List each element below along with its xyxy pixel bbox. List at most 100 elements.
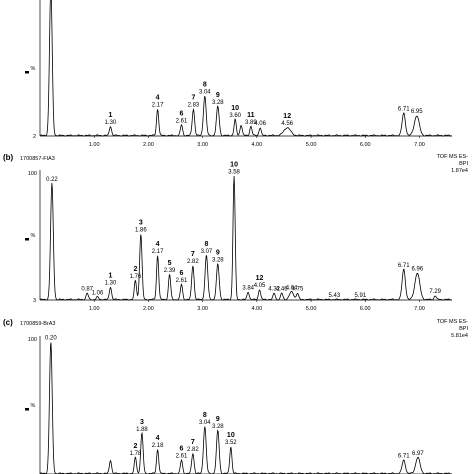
peak-rt-label: 3.84 — [242, 285, 254, 291]
peak-rt-label: 1.86 — [135, 227, 147, 233]
x-tick-label: 7.00 — [414, 142, 425, 148]
peak-rt-label: 2.82 — [187, 259, 199, 265]
chromatogram-trace — [39, 0, 453, 137]
peak-number-label: 7 — [191, 439, 195, 446]
peak-rt-label: 1.76 — [130, 274, 142, 280]
peak-rt-label: 3.28 — [212, 258, 224, 264]
peak-rt-label: 2.18 — [152, 443, 164, 449]
peak-rt-label: 3.52 — [225, 440, 237, 446]
peak-number-label: 5 — [168, 260, 172, 267]
x-tick-label: 3.00 — [197, 142, 208, 148]
peak-rt-label: 0.20 — [45, 336, 57, 342]
peak-rt-label: 3.28 — [212, 424, 224, 430]
peak-number-label: 7 — [191, 251, 195, 258]
peak-number-label: 3 — [139, 219, 143, 226]
peak-rt-label: 1.88 — [136, 427, 148, 433]
peak-rt-label: 7.29 — [429, 289, 441, 295]
peak-rt-label: 3.60 — [229, 113, 241, 119]
peak-rt-label: 6.71 — [398, 107, 410, 113]
x-tick-label: 6.00 — [360, 306, 371, 312]
x-tick-label: 3.00 — [197, 306, 208, 312]
y-axis-marker — [25, 408, 29, 411]
peak-rt-label: 2.82 — [187, 447, 199, 453]
x-tick-label: 4.00 — [251, 306, 262, 312]
peak-rt-label: 0.22 — [46, 177, 58, 183]
peak-rt-label: 3.04 — [199, 420, 211, 426]
trace-type: BPI — [459, 161, 468, 167]
x-tick-label: 1.00 — [89, 142, 100, 148]
peak-number-label: 10 — [231, 105, 239, 112]
peak-number-label: 9 — [216, 92, 220, 99]
peak-rt-label: 2.61 — [176, 454, 188, 460]
peak-rt-label: 3.28 — [212, 100, 224, 106]
peak-rt-label: 2.17 — [152, 103, 164, 109]
instrument-mode: TOF MS ES- — [437, 319, 469, 325]
peak-rt-label: 4.32 — [268, 287, 280, 293]
peak-rt-label: 0.87 — [81, 287, 93, 293]
panel-2 — [39, 336, 453, 474]
peak-rt-label: 3.58 — [228, 170, 240, 176]
y-tick-bottom: 3 — [33, 298, 36, 304]
peak-number-label: 2 — [133, 266, 137, 273]
x-tick-label: 4.00 — [251, 142, 262, 148]
peak-rt-label: 4.05 — [254, 283, 266, 289]
peak-rt-label: 2.83 — [188, 103, 200, 109]
peak-number-label: 6 — [180, 270, 184, 277]
y-axis-marker — [25, 71, 29, 74]
chromatogram-trace — [39, 176, 453, 301]
peak-rt-label: 6.95 — [411, 109, 423, 115]
panel-1 — [39, 170, 453, 301]
peak-number-label: 6 — [180, 446, 184, 453]
peak-number-label: 1 — [109, 112, 113, 119]
intensity-value: 1.87e4 — [451, 168, 468, 174]
peak-rt-label: 1.30 — [105, 120, 117, 126]
peak-rt-label: 4.06 — [254, 121, 266, 127]
peak-rt-label: 4.46 — [276, 287, 288, 293]
peak-rt-label: 2.61 — [176, 278, 188, 284]
peak-number-label: 11 — [247, 112, 255, 119]
peak-rt-label: 2.39 — [164, 268, 176, 274]
peak-rt-label: 4.75 — [292, 287, 304, 293]
peak-rt-label: 2.61 — [176, 118, 188, 124]
peak-rt-label: 5.43 — [329, 293, 341, 299]
panel-label: (c) — [3, 318, 13, 327]
peak-number-label: 10 — [230, 162, 238, 169]
peak-rt-label: 2.17 — [152, 249, 164, 255]
peak-number-label: 7 — [191, 95, 195, 102]
peak-rt-label: 4.64 — [286, 285, 298, 291]
instrument-mode: TOF MS ES- — [437, 154, 469, 160]
y-axis-marker — [25, 238, 29, 241]
peak-rt-label: 1.30 — [105, 280, 117, 286]
peak-rt-label: 6.96 — [411, 267, 423, 273]
peak-number-label: 3 — [140, 419, 144, 426]
intensity-value: 5.81e4 — [451, 333, 468, 339]
peak-number-label: 12 — [256, 275, 264, 282]
peak-number-label: 6 — [180, 110, 184, 117]
peak-rt-label: 1.78 — [130, 451, 142, 457]
peak-number-label: 8 — [203, 412, 207, 419]
peak-number-label: 4 — [156, 435, 160, 442]
peak-number-label: 4 — [156, 241, 160, 248]
trace-type: BPI — [459, 326, 468, 332]
panel-label: (b) — [3, 153, 14, 162]
sample-id: 1700857-FIA3 — [20, 156, 55, 162]
peak-rt-label: 5.91 — [355, 293, 367, 299]
y-axis-label: % — [31, 233, 36, 239]
x-tick-label: 5.00 — [306, 142, 317, 148]
peak-number-label: 8 — [203, 81, 207, 88]
y-tick-top: 100 — [28, 337, 37, 343]
peak-rt-label: 3.89 — [245, 120, 257, 126]
peak-number-label: 9 — [216, 416, 220, 423]
y-axis-label: % — [31, 403, 36, 409]
peak-number-label: 4 — [156, 95, 160, 102]
y-tick-top: 100 — [28, 171, 37, 177]
peak-rt-label: 6.71 — [398, 454, 410, 460]
peak-rt-label: 4.56 — [281, 121, 293, 127]
peak-number-label: 8 — [204, 241, 208, 248]
peak-number-label: 2 — [133, 443, 137, 450]
x-tick-label: 2.00 — [143, 142, 154, 148]
peak-rt-label: 6.71 — [398, 263, 410, 269]
peak-number-label: 1 — [109, 272, 113, 279]
panel-0 — [39, 0, 453, 137]
x-tick-label: 6.00 — [360, 142, 371, 148]
